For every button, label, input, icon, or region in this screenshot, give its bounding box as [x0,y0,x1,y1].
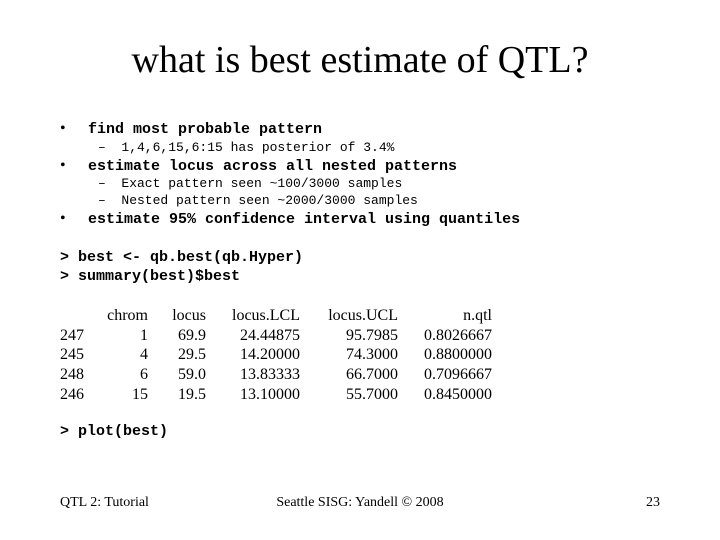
table-cell: 29.5 [178,346,206,364]
table-cell: 0.8450000 [424,386,492,404]
bullet-marker: • [60,120,66,137]
table-row: 248 6 59.0 13.83333 66.7000 0.7096667 [60,365,492,385]
bullet-marker: • [60,157,66,174]
table-header [60,306,90,326]
table-cell: 24.44875 [240,326,300,344]
code-line-summary: > summary(best)$best [60,268,241,285]
table-row: 247 1 69.9 24.44875 95.7985 0.8026667 [60,326,492,346]
table-cell: 95.7985 [346,326,398,344]
table-header: locus [172,306,206,324]
table-cell: 0.8800000 [424,346,492,364]
table-header: locus.LCL [232,306,300,324]
bullet-estimate-locus: estimate locus across all nested pattern… [88,158,458,175]
table-cell: 13.83333 [240,366,300,384]
code-line-best: > best <- qb.best(qb.Hyper) [60,249,304,266]
table-header-row: chrom locus locus.LCL locus.UCL n.qtl [60,306,492,326]
sub-bullet-nested: – Nested pattern seen ~2000/3000 samples [98,193,418,208]
footer-center: Seattle SISG: Yandell © 2008 [276,495,444,510]
table-cell: 246 [60,386,84,404]
table-cell: 14.20000 [240,346,300,364]
table-cell: 0.8026667 [424,326,492,344]
table-cell: 74.3000 [346,346,398,364]
table-cell: 1 [140,326,148,344]
table-cell: 248 [60,366,84,384]
bullet-find-pattern: find most probable pattern [88,121,323,138]
code-line-plot: > plot(best) [60,423,169,440]
table-cell: 13.10000 [240,386,300,404]
table-header: chrom [107,306,148,324]
table-header: locus.UCL [328,306,398,324]
summary-table: chrom locus locus.LCL locus.UCL n.qtl 24… [60,306,492,405]
table-cell: 15 [132,386,148,404]
slide-title: what is best estimate of QTL? [131,39,589,81]
table-row: 246 15 19.5 13.10000 55.7000 0.8450000 [60,385,492,405]
table-row: 245 4 29.5 14.20000 74.3000 0.8800000 [60,346,492,366]
table-cell: 247 [60,326,84,344]
footer-left: QTL 2: Tutorial [60,495,149,510]
table-cell: 19.5 [178,386,206,404]
table-header: n.qtl [463,306,492,324]
table-cell: 66.7000 [346,366,398,384]
table-cell: 6 [140,366,148,384]
table-cell: 55.7000 [346,386,398,404]
page-number: 23 [646,495,660,510]
sub-bullet-exact: – Exact pattern seen ~100/3000 samples [98,176,403,191]
table-cell: 4 [140,346,148,364]
table-cell: 59.0 [178,366,206,384]
table-cell: 0.7096667 [424,366,492,384]
table-cell: 245 [60,346,84,364]
sub-bullet-posterior: – 1,4,6,15,6:15 has posterior of 3.4% [98,140,395,155]
bullet-marker: • [60,210,66,227]
table-cell: 69.9 [178,326,206,344]
bullet-confidence-interval: estimate 95% confidence interval using q… [88,211,521,228]
